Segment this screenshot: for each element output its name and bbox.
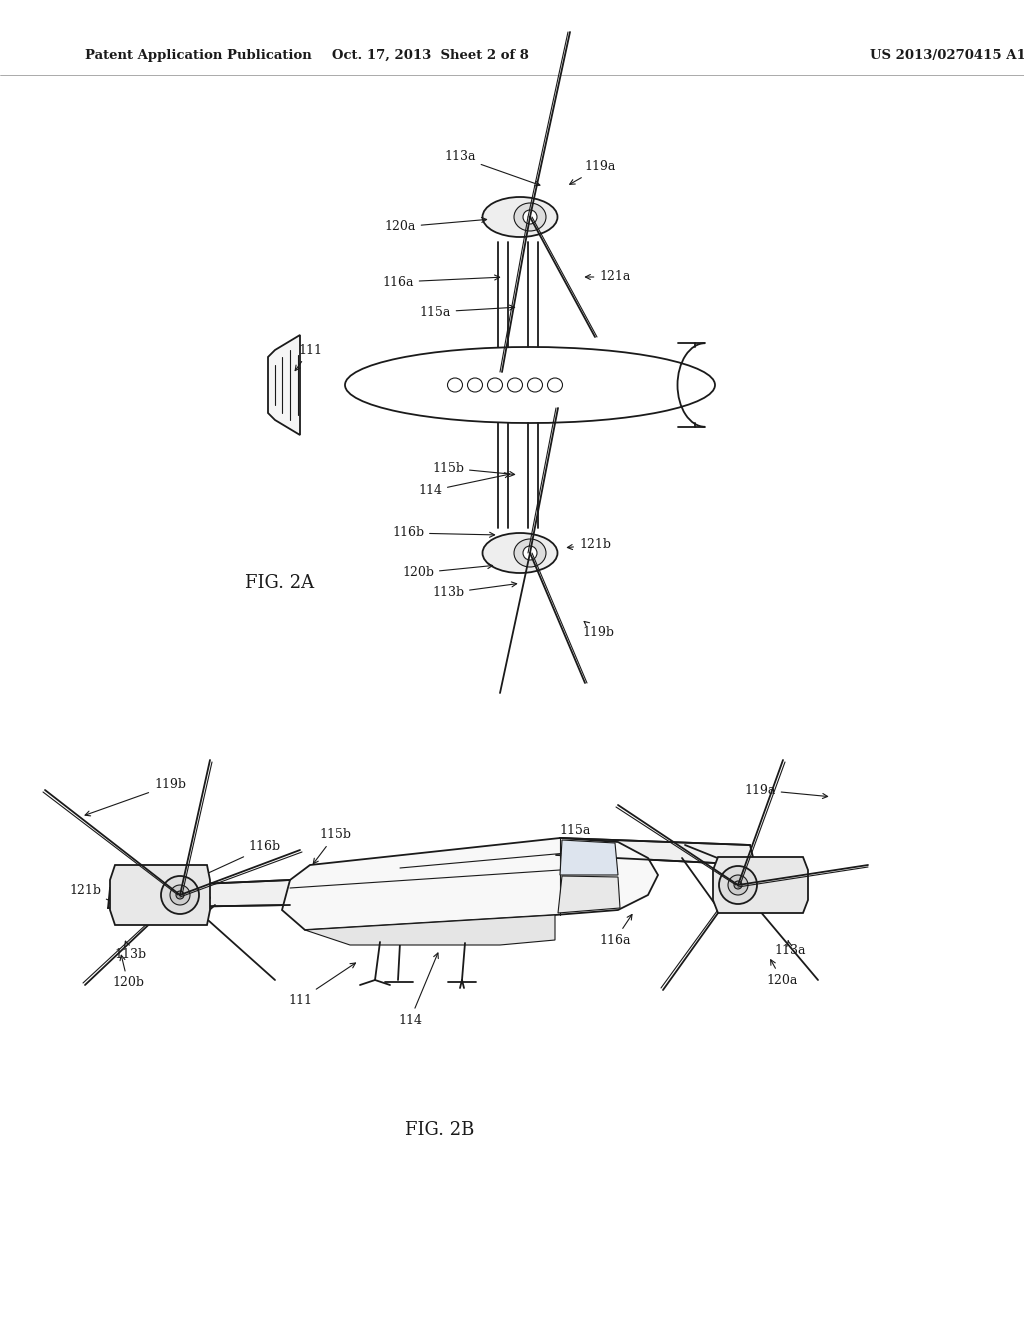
Text: 119a: 119a [744, 784, 827, 799]
Text: 115b: 115b [313, 829, 351, 863]
Polygon shape [558, 876, 620, 913]
Text: 113a: 113a [774, 941, 806, 957]
Ellipse shape [728, 875, 748, 895]
Ellipse shape [719, 866, 757, 904]
Ellipse shape [514, 539, 546, 568]
Text: 120a: 120a [766, 960, 798, 986]
Text: 121b: 121b [69, 883, 115, 903]
Polygon shape [713, 857, 808, 913]
Text: FIG. 2B: FIG. 2B [406, 1121, 475, 1139]
Ellipse shape [482, 533, 557, 573]
Ellipse shape [176, 891, 184, 899]
Text: 114: 114 [398, 953, 438, 1027]
Text: 113b: 113b [114, 941, 146, 961]
Text: Oct. 17, 2013  Sheet 2 of 8: Oct. 17, 2013 Sheet 2 of 8 [332, 49, 528, 62]
Text: 119a: 119a [569, 161, 615, 185]
Text: 120b: 120b [402, 564, 493, 579]
Text: 115a: 115a [419, 305, 515, 318]
Ellipse shape [482, 197, 557, 238]
Text: 116b: 116b [392, 527, 495, 540]
Text: 115a: 115a [559, 824, 591, 854]
Polygon shape [282, 838, 658, 931]
Text: Patent Application Publication: Patent Application Publication [85, 49, 311, 62]
Text: 113a: 113a [444, 150, 540, 186]
Text: 119b: 119b [582, 622, 614, 639]
Text: FIG. 2A: FIG. 2A [246, 574, 314, 591]
Ellipse shape [170, 884, 190, 906]
Text: 120b: 120b [112, 956, 144, 990]
Text: US 2013/0270415 A1: US 2013/0270415 A1 [870, 49, 1024, 62]
Ellipse shape [514, 203, 546, 231]
Polygon shape [108, 880, 290, 908]
Text: 121a: 121a [586, 271, 631, 284]
Text: 111: 111 [295, 343, 322, 371]
Text: 121b: 121b [567, 539, 611, 552]
Text: 116a: 116a [599, 915, 632, 946]
Text: 115b: 115b [432, 462, 515, 477]
Ellipse shape [161, 876, 199, 913]
Text: 119b: 119b [85, 779, 186, 816]
Ellipse shape [734, 880, 742, 888]
Polygon shape [110, 865, 210, 925]
Text: 116a: 116a [382, 275, 500, 289]
Text: 120a: 120a [384, 218, 486, 234]
Text: 111: 111 [288, 964, 355, 1006]
Text: 116b: 116b [198, 841, 281, 878]
Ellipse shape [523, 546, 537, 560]
Polygon shape [268, 335, 300, 436]
Text: 114: 114 [418, 473, 510, 498]
Ellipse shape [523, 210, 537, 224]
Text: 113b: 113b [432, 582, 517, 599]
Text: 121a: 121a [774, 879, 806, 895]
Polygon shape [560, 840, 618, 875]
Polygon shape [556, 838, 755, 865]
Polygon shape [305, 915, 555, 945]
